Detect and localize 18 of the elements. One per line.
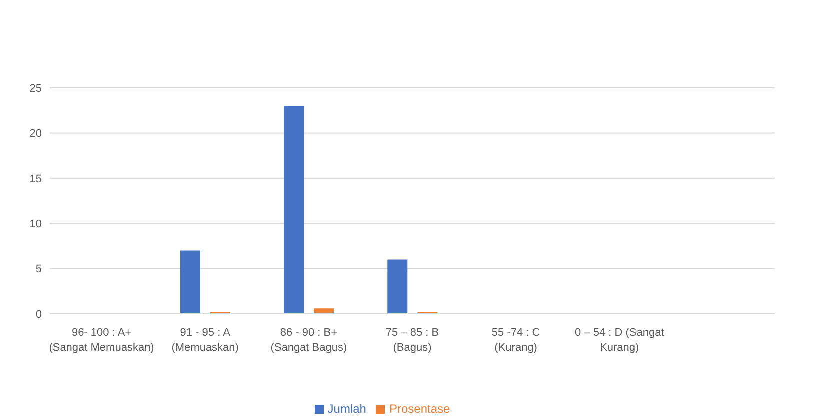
y-tick-label: 5: [36, 264, 42, 276]
bar: [284, 106, 304, 314]
x-tick-label: 75 – 85 : B (Bagus): [386, 327, 440, 354]
bar: [388, 260, 408, 314]
legend-label: Prosentase: [389, 402, 450, 416]
y-tick-label: 0: [36, 308, 42, 321]
x-tick-label: 55 -74 : C (Kurang): [492, 327, 540, 354]
y-tick-label: 15: [30, 173, 42, 186]
x-tick-label: 91 - 95 : A (Memuaskan): [172, 327, 239, 354]
bar: [314, 308, 334, 314]
y-tick-label: 10: [30, 218, 42, 231]
x-tick-label: 96- 100 : A+ (Sangat Memuaskan): [49, 327, 154, 354]
legend-label: Jumlah: [328, 402, 366, 416]
x-tick-label: 0 – 54 : D (Sangat Kurang): [575, 327, 664, 354]
y-tick-label: 25: [30, 82, 42, 95]
x-tick-label: 86 - 90 : B+ (Sangat Bagus): [270, 327, 348, 354]
y-tick-label: 20: [30, 128, 42, 140]
bar: [180, 250, 200, 314]
